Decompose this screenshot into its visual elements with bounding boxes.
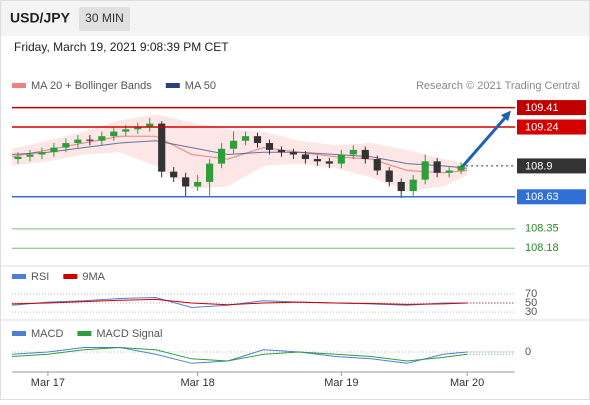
- candle-body: [62, 143, 70, 148]
- candle-body: [170, 171, 178, 178]
- candle-body: [349, 149, 357, 155]
- candle-body: [194, 181, 202, 187]
- candle-body: [86, 139, 94, 141]
- level-box: [517, 158, 586, 174]
- y-tick-label: 50: [525, 297, 537, 309]
- candle-body: [397, 181, 405, 192]
- legend-label: MACD Signal: [96, 328, 162, 340]
- legend-swatch: [165, 83, 180, 88]
- projection-arrow: [461, 114, 509, 167]
- legend-label: MACD: [31, 328, 63, 340]
- candle-body: [289, 152, 298, 155]
- candle-body: [325, 161, 333, 164]
- legend-swatch: [12, 274, 26, 279]
- candle-body: [206, 163, 214, 182]
- candle-body: [361, 149, 369, 160]
- y-tick-label: 0: [525, 346, 531, 358]
- candle-body: [122, 129, 130, 132]
- x-tick-label: Mar 19: [324, 377, 358, 389]
- candle-body: [98, 136, 106, 141]
- candle-body: [14, 156, 22, 160]
- symbol: USD/JPY: [10, 10, 71, 26]
- candle-body: [385, 170, 393, 182]
- candle-body: [373, 159, 381, 171]
- candle-body: [433, 161, 441, 173]
- candle-body: [445, 170, 453, 173]
- candle-body: [182, 177, 190, 187]
- indicator-line: [11, 298, 468, 306]
- indicator-line: [11, 347, 468, 364]
- level-label: 108.9: [525, 160, 553, 172]
- level-label: 108.18: [525, 242, 559, 254]
- candle-body: [146, 123, 154, 128]
- candle-body: [26, 154, 34, 157]
- level-label: 108.35: [525, 223, 559, 235]
- legend-label: RSI: [31, 271, 49, 283]
- candle-body: [229, 140, 238, 149]
- legend-label: MA 20 + Bollinger Bands: [31, 80, 152, 92]
- x-tick-label: Mar 17: [31, 377, 65, 389]
- candle-body: [337, 154, 345, 164]
- candle-body: [301, 154, 310, 160]
- legend-label: 9MA: [82, 271, 105, 283]
- datetime: Friday, March 19, 2021 9:08:39 PM CET: [14, 40, 229, 54]
- level-label: 108.63: [525, 191, 559, 203]
- level-box: [517, 189, 586, 205]
- candle-body: [409, 179, 417, 192]
- legend-swatch: [77, 331, 92, 336]
- candle-body: [158, 123, 166, 172]
- candle-body: [134, 127, 142, 130]
- candle-body: [265, 143, 274, 150]
- candle-body: [74, 139, 82, 144]
- candle-body: [217, 148, 226, 164]
- candle-body: [38, 152, 46, 155]
- level-box: [517, 100, 586, 116]
- x-tick-label: Mar 20: [450, 377, 484, 389]
- indicator-line: [11, 296, 468, 309]
- candle-body: [253, 136, 262, 144]
- legend-swatch: [12, 331, 26, 336]
- level-label: 109.24: [525, 121, 559, 133]
- credit: Research © 2021 Trading Central: [416, 80, 580, 92]
- level-box: [517, 119, 586, 135]
- candle-body: [457, 165, 465, 171]
- legend-swatch: [12, 83, 26, 88]
- interval-badge: [79, 7, 130, 31]
- legend-label: MA 50: [185, 80, 216, 92]
- legend-swatch: [63, 274, 78, 279]
- candle-body: [110, 131, 118, 137]
- ma-line: [11, 140, 468, 169]
- candle-body: [277, 149, 286, 153]
- candle-body: [50, 147, 58, 153]
- x-tick-label: Mar 18: [181, 377, 215, 389]
- interval: 30 MIN: [85, 11, 124, 25]
- y-tick-label: 30: [525, 306, 537, 318]
- candle-body: [241, 136, 250, 141]
- projection-arrowhead: [500, 110, 511, 122]
- candle-body: [421, 161, 429, 180]
- indicator-line: [11, 346, 468, 362]
- y-tick-label: 70: [525, 288, 537, 300]
- candle-body: [313, 159, 321, 162]
- level-label: 109.41: [525, 102, 559, 114]
